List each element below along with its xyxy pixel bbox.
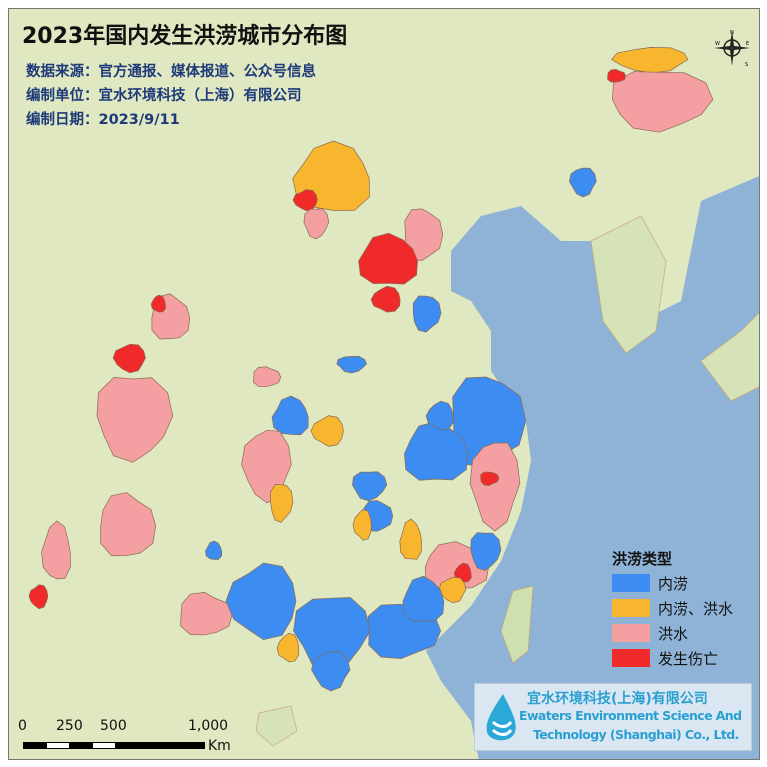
logo-en-line2: Technology (Shanghai) Co., Ltd. (533, 727, 739, 742)
region-waterlogging (404, 421, 469, 481)
organization: 编制单位：宜水环境科技（上海）有限公司 (26, 88, 302, 104)
region-casualties (453, 562, 472, 583)
logo-cn: 宜水环境科技(上海)有限公司 (527, 691, 708, 707)
region-waterlogging (412, 295, 442, 333)
legend-item-flood: 洪水 (612, 621, 752, 645)
region-waterlogging (470, 532, 502, 571)
region-casualties (150, 294, 166, 313)
compass-n: N (730, 30, 734, 36)
scale-tick: 0 (18, 718, 27, 734)
region-flood (303, 208, 330, 240)
region-waterlogging (402, 575, 445, 622)
legend-swatch (612, 599, 650, 617)
region-waterlogging-flood (310, 415, 344, 447)
region-waterlogging (311, 651, 351, 692)
region-waterlogging (425, 400, 454, 431)
region-waterlogging (271, 395, 309, 436)
scale-tick: 1,000 (188, 718, 229, 734)
legend-item-casualties: 发生伤亡 (612, 646, 752, 670)
compass-w: W (715, 41, 720, 47)
compass-icon: N W E S (714, 30, 750, 68)
region-flood (96, 376, 174, 463)
map-frame (8, 8, 760, 760)
compass-s: S (745, 62, 748, 68)
region-casualties (607, 69, 627, 83)
taiwan (500, 585, 534, 664)
compile-date: 编制日期：2023/9/11 (26, 112, 180, 128)
region-waterlogging (293, 597, 371, 672)
legend-title: 洪涝类型 (612, 550, 673, 568)
map-title: 2023年国内发生洪涝城市分布图 (22, 24, 348, 49)
legend-swatch (612, 649, 650, 667)
company-logo: 宜水环境科技(上海)有限公司 Ewaters Environment Scien… (474, 683, 752, 751)
logo-en-line1: Ewaters Environment Science And (519, 708, 742, 723)
region-waterlogging (205, 540, 223, 560)
japan (700, 312, 759, 402)
scale-tick: 250 (56, 718, 83, 734)
map-canvas[interactable] (9, 9, 759, 759)
legend-label: 内涝 (658, 574, 689, 593)
region-casualties (480, 471, 500, 486)
region-flood (100, 492, 157, 557)
region-waterlogging (336, 356, 367, 374)
scale-bar: 0 250 500 1,000 Km (18, 718, 248, 756)
region-flood (404, 208, 444, 261)
legend-item-both: 内涝、洪水 (612, 596, 752, 620)
region-flood (180, 592, 233, 636)
region-waterlogging (569, 167, 597, 198)
region-waterlogging-flood (611, 47, 689, 74)
legend-label: 发生伤亡 (658, 649, 719, 668)
region-casualties (370, 285, 401, 313)
legend-label: 内涝、洪水 (658, 599, 734, 618)
region-flood (41, 520, 71, 580)
region-casualties (112, 343, 146, 374)
scale-unit: Km (208, 738, 231, 754)
region-waterlogging-flood (399, 518, 422, 560)
region-waterlogging-flood (276, 632, 300, 663)
region-casualties (28, 584, 49, 610)
scale-tick: 500 (100, 718, 127, 734)
region-flood (253, 366, 282, 388)
region-flood (612, 71, 714, 133)
region-waterlogging (225, 562, 297, 641)
legend-swatch (612, 574, 650, 592)
legend-item-waterlogging: 内涝 (612, 571, 752, 595)
legend-label: 洪水 (658, 624, 689, 643)
korea-peninsula (590, 215, 667, 354)
region-waterlogging-flood (270, 483, 294, 523)
region-waterlogging-flood (352, 509, 372, 541)
data-source: 数据来源：官方通报、媒体报道、公众号信息 (26, 64, 316, 80)
region-waterlogging (352, 471, 388, 502)
legend-swatch (612, 624, 650, 642)
legend: 洪涝类型 内涝 内涝、洪水 洪水 发生伤亡 (612, 548, 752, 671)
compass-e: E (746, 41, 749, 47)
region-flood (469, 442, 521, 532)
water-drop-logo-icon (486, 694, 516, 741)
hainan (255, 705, 298, 747)
region-casualties (358, 232, 418, 285)
